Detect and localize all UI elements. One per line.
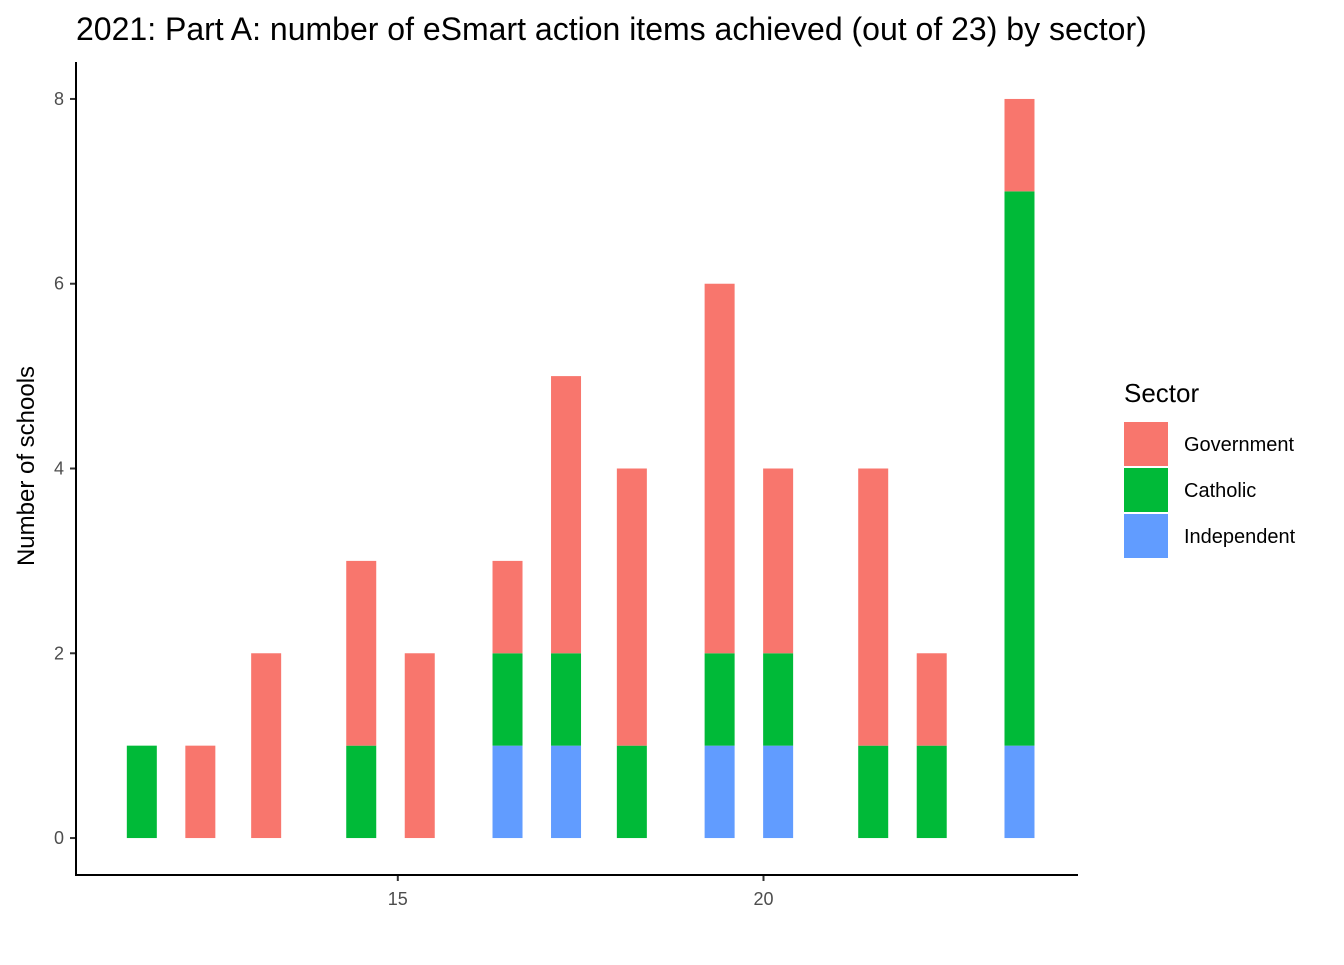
bar-segment-government-9 <box>763 468 794 654</box>
bar-segment-catholic-11 <box>916 745 947 839</box>
bars-layer <box>126 98 1035 839</box>
bar-segment-catholic-12 <box>1004 191 1035 746</box>
legend-key-catholic <box>1124 468 1168 512</box>
bar-segment-catholic-9 <box>763 653 794 746</box>
bar-segment-catholic-10 <box>858 745 889 839</box>
bar-segment-government-10 <box>858 468 889 746</box>
y-axis-ticks: 0 2 4 6 8 <box>54 89 76 848</box>
chart-title: 2021: Part A: number of eSmart action it… <box>76 11 1147 47</box>
legend-title: Sector <box>1124 378 1199 408</box>
y-tick-label-8: 8 <box>54 89 64 109</box>
bar-segment-government-2 <box>251 653 282 839</box>
legend-label-independent: Independent <box>1184 526 1296 548</box>
legend: Sector Government Catholic Independent <box>1124 378 1296 558</box>
bar-segment-independent-6 <box>551 745 582 839</box>
y-tick-label-2: 2 <box>54 643 64 663</box>
bar-segment-government-1 <box>185 745 216 839</box>
x-axis-ticks: 15 20 <box>388 875 774 909</box>
bar-segment-government-12 <box>1004 98 1035 192</box>
bar-segment-government-11 <box>916 653 947 746</box>
y-axis-title: Number of schools <box>13 366 40 566</box>
bar-segment-independent-8 <box>704 745 735 839</box>
bar-segment-catholic-8 <box>704 653 735 746</box>
bar-segment-catholic-5 <box>492 653 523 746</box>
bar-segment-government-6 <box>551 376 582 654</box>
x-tick-label-20: 20 <box>753 889 773 909</box>
legend-key-government <box>1124 422 1168 466</box>
bar-segment-government-7 <box>616 468 647 746</box>
y-tick-label-4: 4 <box>54 459 64 479</box>
bar-segment-catholic-3 <box>346 745 377 839</box>
bar-segment-government-5 <box>492 560 523 654</box>
bar-segment-catholic-7 <box>616 745 647 839</box>
bar-segment-catholic-6 <box>551 653 582 746</box>
bar-segment-government-8 <box>704 283 735 654</box>
y-tick-label-6: 6 <box>54 274 64 294</box>
bar-segment-catholic-0 <box>126 745 157 839</box>
bar-segment-government-3 <box>346 560 377 746</box>
bar-segment-independent-9 <box>763 745 794 839</box>
y-tick-label-0: 0 <box>54 828 64 848</box>
legend-label-government: Government <box>1184 434 1294 456</box>
legend-key-independent <box>1124 514 1168 558</box>
bar-segment-independent-12 <box>1004 745 1035 839</box>
legend-items: Government Catholic Independent <box>1124 422 1296 558</box>
legend-label-catholic: Catholic <box>1184 480 1256 502</box>
bar-segment-independent-5 <box>492 745 523 839</box>
x-tick-label-15: 15 <box>388 889 408 909</box>
bar-segment-government-4 <box>404 653 435 839</box>
